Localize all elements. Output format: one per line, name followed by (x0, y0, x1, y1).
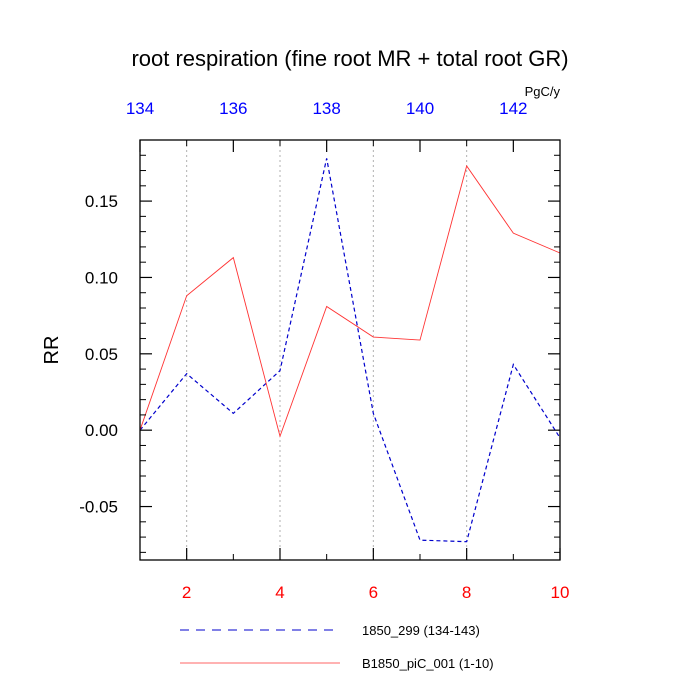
units-label: PgC/y (525, 84, 561, 99)
x-bottom-tick-label-4: 4 (275, 583, 284, 602)
y-tick-label-4: 0.15 (85, 192, 118, 211)
x-top-tick-label-138: 138 (312, 99, 340, 118)
y-tick-label-1: 0.00 (85, 421, 118, 440)
y-axis-label: RR (41, 336, 63, 365)
y-tick-label-0: -0.05 (79, 498, 118, 517)
legend-label-1850-299: 1850_299 (134-143) (362, 623, 480, 638)
x-top-tick-label-140: 140 (406, 99, 434, 118)
series-line-b1850-pic-001 (139, 164, 561, 438)
chart-title: root respiration (fine root MR + total r… (131, 46, 568, 71)
legend: 1850_299 (134-143) B1850_piC_001 (1-10) (180, 623, 494, 671)
axis-ticks (139, 140, 561, 560)
x-bottom-tick-label-8: 8 (462, 583, 471, 602)
y-tick-label-2: 0.05 (85, 345, 118, 364)
series-lines (139, 158, 561, 543)
x-top-tick-label-136: 136 (219, 99, 247, 118)
x-bottom-tick-label-6: 6 (369, 583, 378, 602)
x-top-tick-label-134: 134 (126, 99, 154, 118)
legend-label-b1850-pic-001: B1850_piC_001 (1-10) (362, 656, 494, 671)
tick-labels: 2 4 6 8 10 134 136 138 140 142 -0.05 0.00 0.05 0.10 0.… (79, 99, 569, 602)
x-top-tick-label-142: 142 (499, 99, 527, 118)
plot-frame (139, 139, 561, 561)
x-bottom-tick-label-2: 2 (182, 583, 191, 602)
series-line-1850-299 (139, 158, 561, 543)
grid-lines (186, 140, 468, 560)
y-tick-label-3: 0.10 (85, 268, 118, 287)
x-bottom-tick-label-10: 10 (551, 583, 570, 602)
